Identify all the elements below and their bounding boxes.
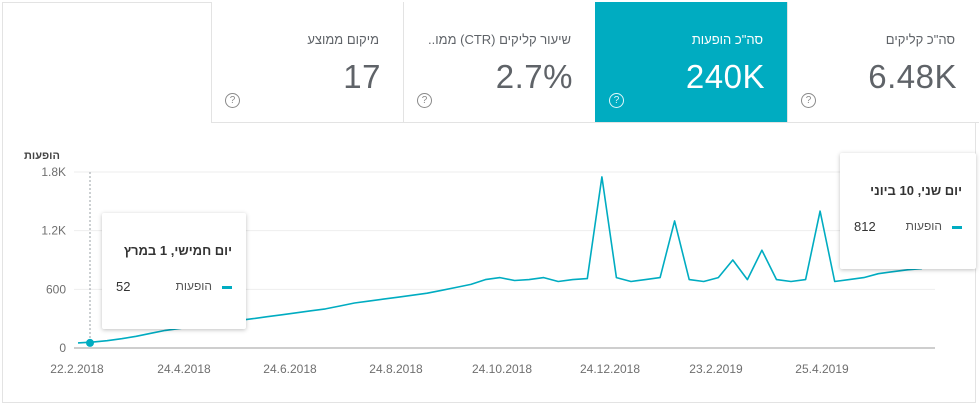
tooltip-title: יום חמישי, 1 במרץ [123, 243, 232, 258]
metric-label: מיקום ממוצע [307, 32, 379, 47]
help-icon[interactable]: ? [801, 93, 816, 108]
series-swatch [952, 226, 962, 229]
y-tick-label: 1.2K [41, 224, 66, 238]
tooltip-start: יום חמישי, 1 במרץ הופעות 52 [102, 213, 246, 329]
metric-avg-position[interactable]: מיקום ממוצע 17 ? [211, 2, 403, 122]
metric-value: 17 [343, 58, 381, 95]
metric-value: 240K [685, 58, 765, 95]
y-tick-label: 600 [46, 282, 66, 296]
y-tick-label: 0 [59, 341, 66, 355]
metric-tabs: סה"כ קליקים 6.48K ? סה"כ הופעות 240K ? ש… [211, 2, 979, 123]
x-tick-label: 24.10.2018 [472, 362, 532, 376]
metric-label: סה"כ קליקים [885, 32, 955, 47]
x-tick-label: 24.4.2018 [157, 362, 211, 376]
tooltip-value: 812 [854, 219, 876, 234]
metric-ctr[interactable]: שיעור קליקים (CTR) ממו.. 2.7% ? [403, 2, 595, 122]
x-tick-label: 25.4.2019 [795, 362, 849, 376]
x-tick-label: 24.12.2018 [580, 362, 640, 376]
metric-total-clicks[interactable]: סה"כ קליקים 6.48K ? [787, 2, 979, 122]
metric-label: סה"כ הופעות [691, 32, 763, 47]
tooltip-value: 52 [116, 279, 131, 294]
y-axis-label: הופעות [24, 150, 60, 162]
metric-value: 2.7% [495, 58, 573, 95]
tooltip-label: הופעות [905, 219, 942, 233]
series-swatch [222, 286, 232, 289]
x-tick-label: 24.8.2018 [369, 362, 423, 376]
hover-point [86, 338, 94, 347]
help-icon[interactable]: ? [417, 93, 432, 108]
x-tick-label: 22.2.2018 [50, 362, 104, 376]
y-tick-label: 1.8K [41, 165, 66, 179]
help-icon[interactable]: ? [609, 93, 624, 108]
tooltip-label: הופעות [175, 279, 212, 293]
metric-value: 6.48K [868, 58, 957, 95]
x-tick-label: 24.6.2018 [263, 362, 317, 376]
metric-label: שיעור קליקים (CTR) ממו.. [428, 32, 571, 47]
metric-total-impressions[interactable]: סה"כ הופעות 240K ? [595, 2, 787, 122]
x-tick-label: 23.2.2019 [689, 362, 743, 376]
tooltip-title: יום שני, 10 ביוני [870, 183, 962, 198]
tooltip-end: יום שני, 10 ביוני הופעות 812 [840, 153, 976, 269]
help-icon[interactable]: ? [225, 93, 240, 108]
